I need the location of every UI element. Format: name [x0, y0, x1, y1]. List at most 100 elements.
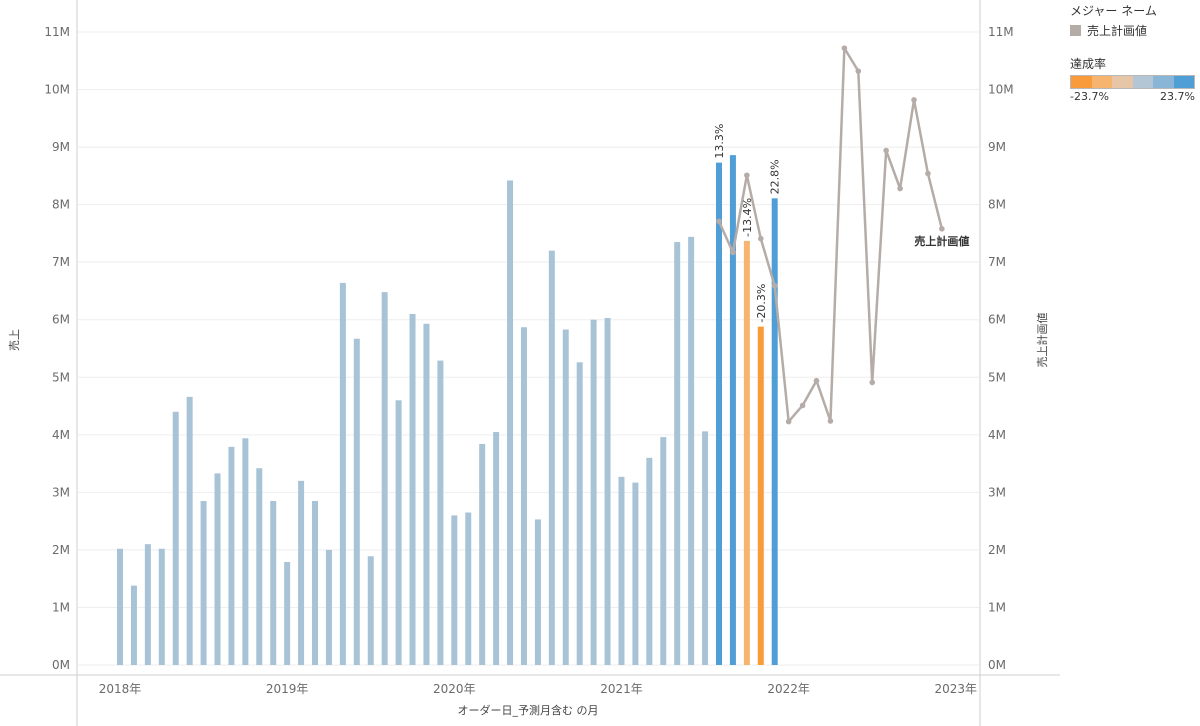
plan-point[interactable] [785, 418, 792, 425]
y-tick-label-left: 1M [52, 600, 70, 614]
bar[interactable] [688, 236, 695, 665]
plan-point[interactable] [869, 379, 876, 386]
bar[interactable] [172, 411, 179, 665]
bar[interactable] [715, 162, 722, 666]
y2-axis-title: 売上計画値 [1035, 313, 1049, 368]
y-tick-label-left: 3M [52, 485, 70, 499]
bar[interactable] [590, 319, 597, 665]
bar[interactable] [479, 444, 486, 665]
plan-point[interactable] [883, 147, 889, 154]
bar[interactable] [729, 155, 736, 665]
bar[interactable] [423, 323, 430, 665]
bar-rate-label: -20.3% [755, 284, 768, 323]
bar[interactable] [604, 318, 611, 665]
plan-point[interactable] [855, 68, 862, 74]
y-tick-label-right: 10M [988, 83, 1014, 97]
y-tick-label-right: 0M [988, 658, 1006, 672]
y-tick-label-right: 2M [988, 543, 1006, 557]
rate-legend-title: 達成率 [1070, 57, 1107, 71]
measure-legend: メジャー ネーム 売上計画値 [1070, 2, 1198, 39]
bar[interactable] [548, 250, 555, 665]
measure-swatch [1070, 25, 1081, 36]
y-tick-label-right: 8M [988, 198, 1006, 212]
x-tick-label: 2018年 [99, 682, 142, 696]
bar[interactable] [437, 360, 444, 665]
bar[interactable] [186, 396, 193, 665]
bar[interactable] [228, 446, 235, 665]
bar[interactable] [284, 561, 291, 665]
y-axis-right-ticks: 0M 1M 2M 3M 4M 5M 6M 7M 8M 9M 10M 11M [988, 25, 1014, 672]
plan-point[interactable] [897, 185, 903, 192]
gridlines [78, 31, 979, 666]
bar[interactable] [562, 329, 569, 665]
ramp-step [1112, 76, 1133, 88]
plan-point[interactable] [730, 249, 736, 256]
plan-point[interactable] [911, 97, 917, 103]
bar[interactable] [117, 548, 123, 665]
x-tick-label: 2020年 [433, 682, 476, 696]
plan-point[interactable] [757, 235, 764, 242]
bar[interactable] [158, 548, 165, 665]
bar[interactable] [618, 476, 625, 665]
y-tick-label-left: 9M [52, 140, 70, 154]
bar[interactable] [130, 585, 137, 665]
ramp-step [1091, 76, 1112, 88]
plan-point[interactable] [744, 172, 750, 179]
bar[interactable] [660, 437, 667, 665]
bar-rate-label: 13.3% [713, 124, 726, 159]
y-tick-label-right: 11M [988, 25, 1014, 39]
bar[interactable] [270, 500, 277, 665]
plan-point[interactable] [771, 282, 778, 289]
plan-line-label: 売上計画値 [914, 234, 969, 248]
plan-point[interactable] [813, 377, 820, 384]
bar[interactable] [214, 473, 221, 665]
bar[interactable] [325, 549, 332, 665]
bar[interactable] [507, 180, 514, 665]
bar[interactable] [312, 500, 319, 665]
bar[interactable] [632, 482, 639, 665]
bar[interactable] [576, 362, 583, 665]
bar[interactable] [757, 326, 764, 665]
bar[interactable] [353, 338, 360, 665]
bar[interactable] [646, 457, 653, 665]
x-axis-title: オーダー日_予測月含む の月 [458, 703, 599, 717]
bar-rate-label: -13.4% [741, 198, 754, 237]
plan-point[interactable] [716, 218, 722, 225]
bar[interactable] [743, 240, 750, 665]
bar[interactable] [367, 556, 374, 665]
chart-frame [0, 0, 1060, 726]
measure-legend-item[interactable]: 売上計画値 [1070, 22, 1198, 39]
bar[interactable] [339, 282, 346, 665]
bar[interactable] [702, 431, 709, 665]
bar[interactable] [256, 468, 263, 665]
y-tick-label-left: 10M [44, 83, 70, 97]
y-tick-label-right: 4M [988, 428, 1006, 442]
bar[interactable] [465, 512, 472, 665]
bar[interactable] [381, 292, 388, 665]
bar[interactable] [298, 480, 305, 665]
bar[interactable] [493, 431, 500, 665]
bar[interactable] [242, 438, 249, 665]
rate-max-label: 23.7% [1160, 90, 1195, 103]
bar[interactable] [520, 327, 527, 665]
bar[interactable] [395, 400, 402, 665]
bar[interactable] [534, 519, 541, 665]
plan-point[interactable] [925, 170, 931, 177]
bar[interactable] [200, 500, 207, 665]
x-axis-ticks: 2018年 2019年 2020年 2021年 2022年 2023年 [99, 682, 977, 696]
x-tick-label: 2021年 [600, 682, 643, 696]
bar[interactable] [674, 242, 681, 666]
plan-point[interactable] [827, 418, 834, 424]
data-labels: 13.3% -13.4% -20.3% 22.8% 売上計画値 [713, 124, 969, 323]
bar[interactable] [409, 313, 416, 665]
plan-point[interactable] [799, 402, 806, 409]
plan-point[interactable] [939, 226, 945, 232]
y-tick-label-right: 5M [988, 370, 1006, 384]
plan-point[interactable] [841, 45, 848, 51]
bar[interactable] [451, 515, 458, 665]
y-tick-label-right: 1M [988, 600, 1006, 614]
bar[interactable] [771, 198, 778, 665]
bar[interactable] [144, 544, 151, 665]
y-tick-label-right: 3M [988, 485, 1006, 499]
